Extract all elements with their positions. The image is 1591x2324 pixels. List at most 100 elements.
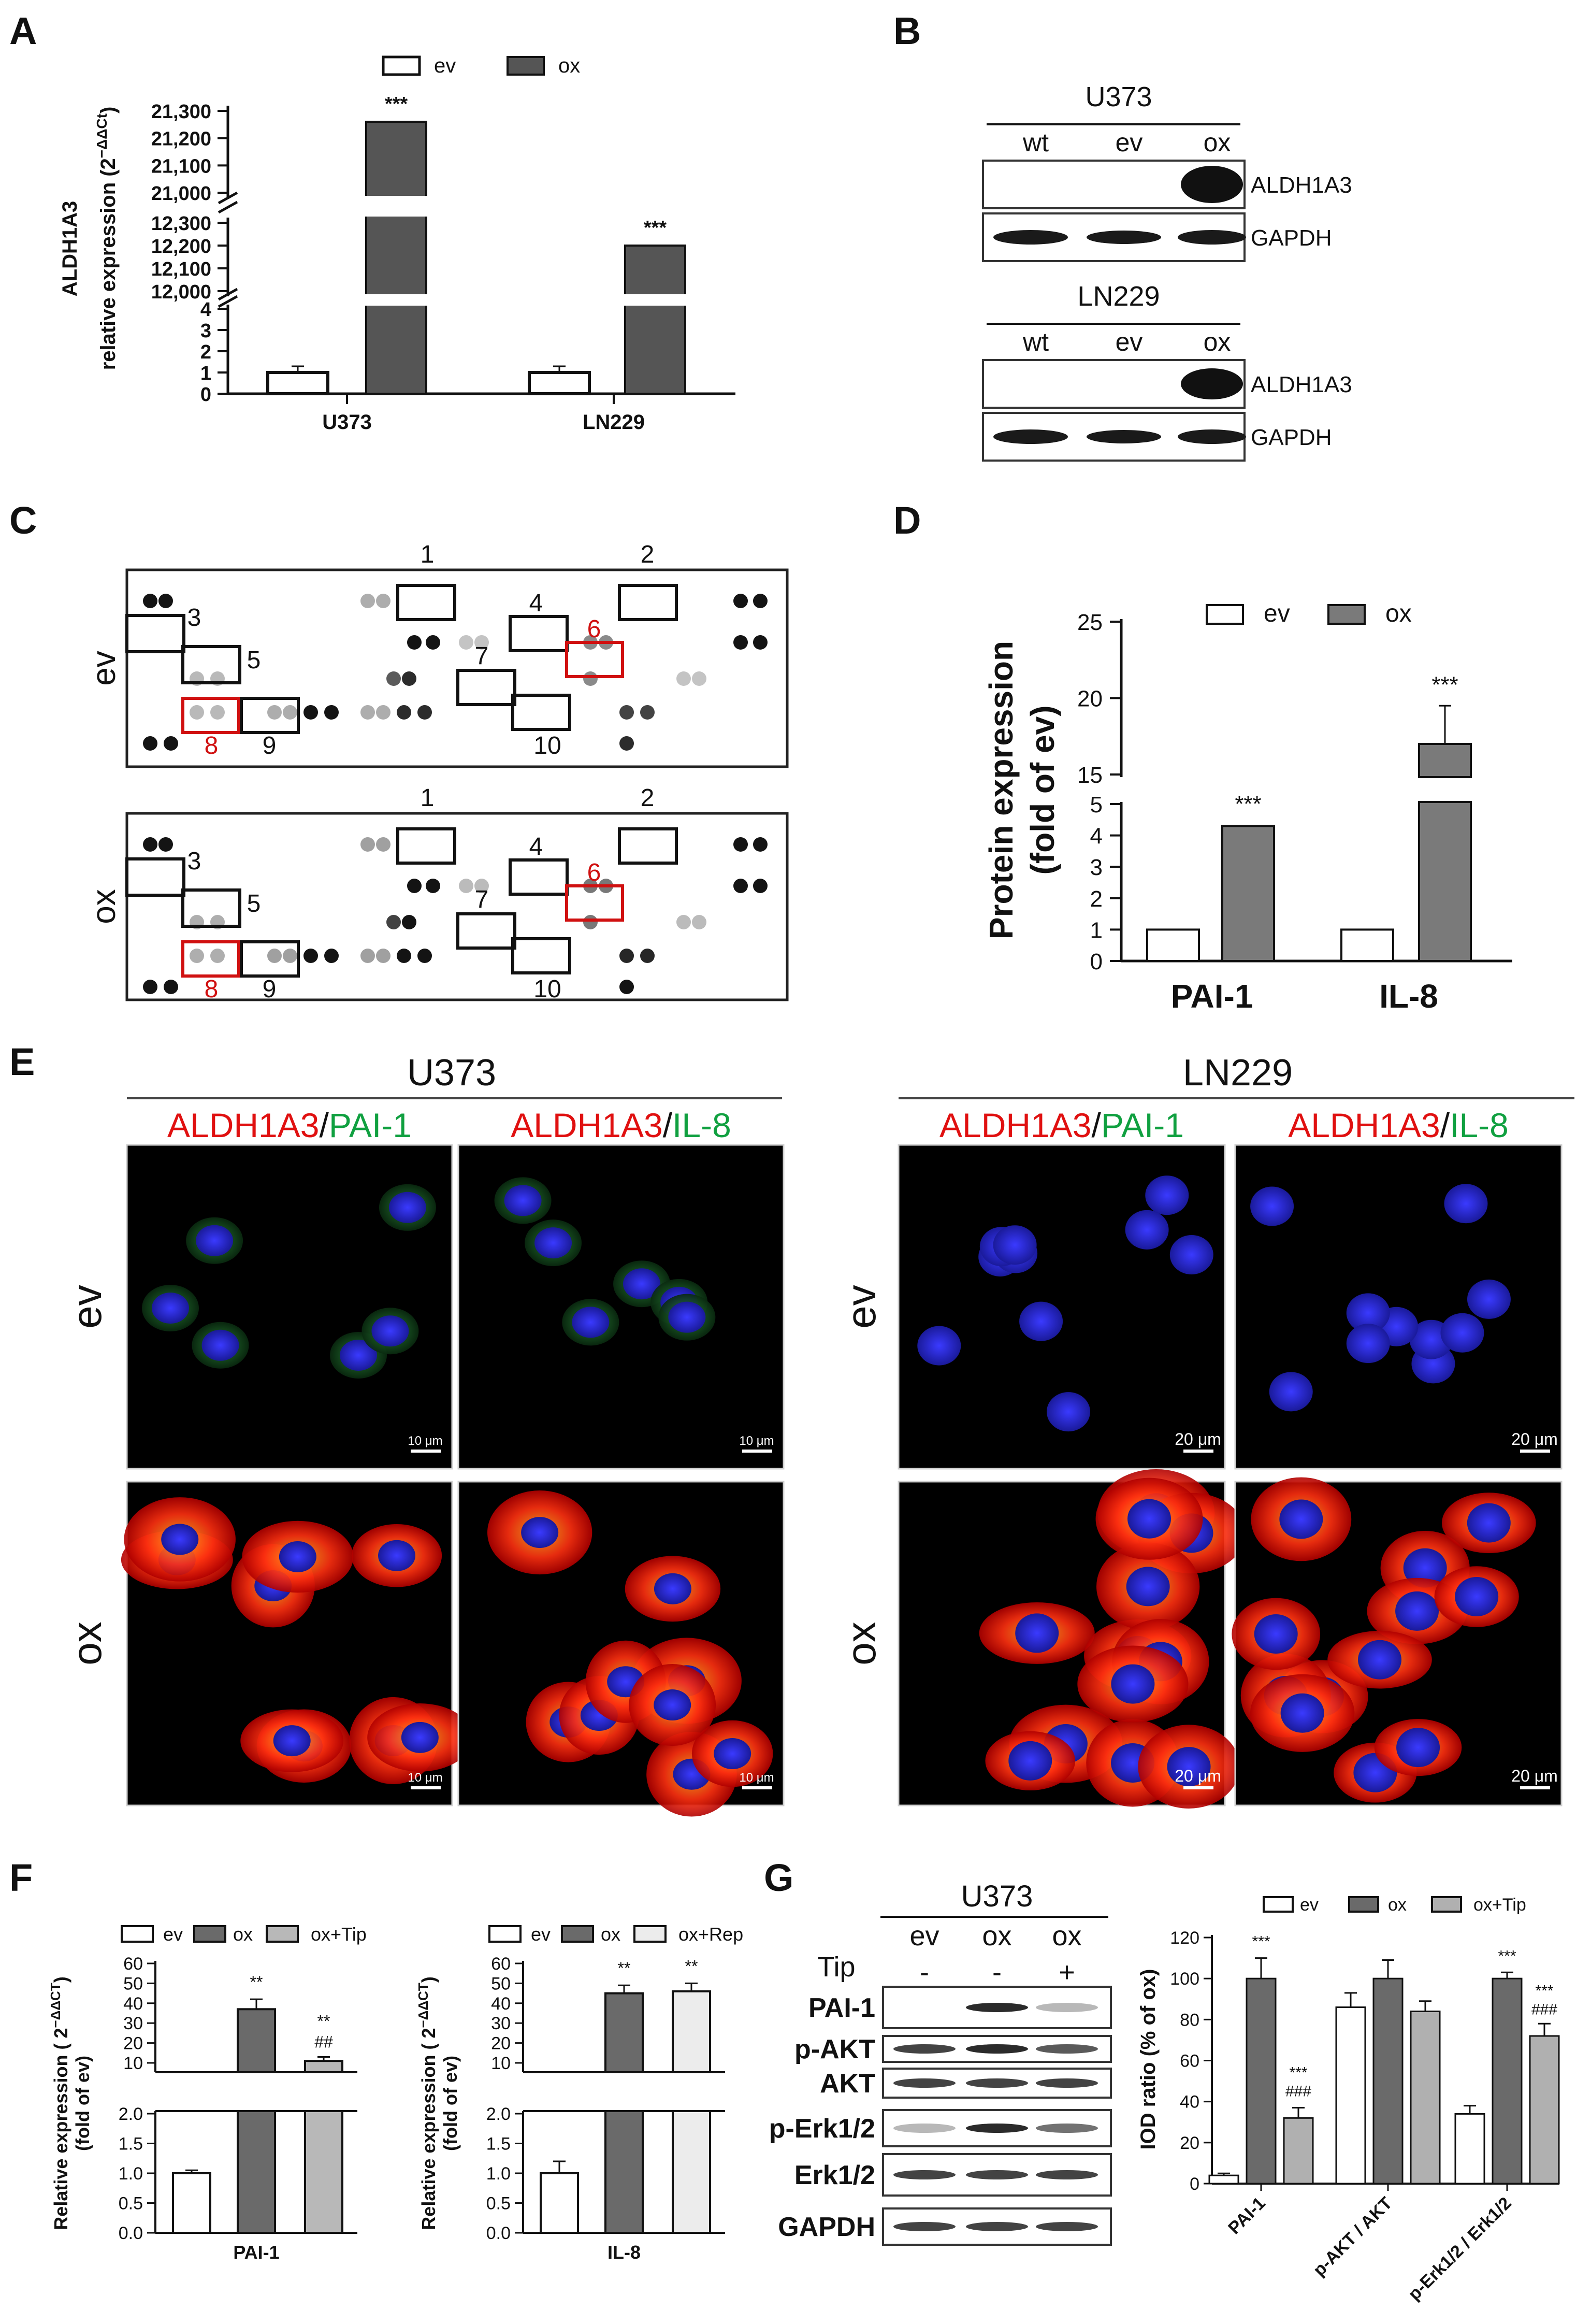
- y-axis-label: (fold of ev): [440, 2056, 461, 2151]
- band: [966, 2003, 1028, 2012]
- bar-ox+Tip: [304, 2060, 343, 2073]
- y-axis-label: relative expression (2−ΔΔCt): [94, 107, 120, 370]
- y-axis-label: Relative expression ( 2−ΔΔCT): [415, 1976, 439, 2230]
- y-tick-label: 4: [200, 299, 211, 321]
- bar-ox: [1372, 1977, 1404, 2185]
- bar-ox: [604, 1992, 644, 2074]
- cell-nucleus: [504, 1185, 542, 1216]
- tip-label: Tip: [817, 1952, 855, 1983]
- array-spot-box-9: [240, 940, 300, 978]
- band: [1178, 230, 1246, 245]
- y-tick-label: 2: [200, 341, 211, 363]
- y-tick-label: 40: [1180, 2092, 1199, 2112]
- bar-ox-low: [237, 2110, 276, 2234]
- scale-bar-label: 10 μm: [739, 1434, 774, 1448]
- x-category-label: LN229: [583, 411, 645, 434]
- array-spot-box-10: [511, 694, 571, 731]
- bar-ox-il-8: [1418, 743, 1472, 778]
- y-tick-label: 3: [200, 320, 211, 342]
- cell-nucleus: [1279, 1499, 1323, 1539]
- band: [966, 2044, 1028, 2054]
- array-dot: [143, 980, 157, 994]
- cell-line-header: U373: [407, 1052, 496, 1094]
- array-dot: [376, 594, 390, 608]
- y-tick-label: 1: [1090, 917, 1103, 943]
- cell-nucleus: [1269, 1372, 1313, 1412]
- array-spot-number: 10: [533, 732, 561, 759]
- band: [893, 2078, 956, 2088]
- significance-label: ###: [1285, 2083, 1311, 2100]
- blot-row-label: GAPDH: [778, 2212, 875, 2242]
- array-dot: [676, 671, 691, 686]
- blot-box: [882, 1986, 1112, 2029]
- cell-nucleus: [1111, 1664, 1155, 1704]
- cell-nucleus: [201, 1329, 239, 1361]
- cell-nucleus: [714, 1738, 751, 1770]
- array-dot: [619, 949, 634, 963]
- array-spot-number: 4: [529, 590, 543, 617]
- blot-row-label: p-AKT: [794, 2034, 875, 2064]
- array-spot-box-5: [181, 888, 241, 928]
- cell-nucleus: [521, 1517, 559, 1548]
- array-row-label: ox: [85, 889, 122, 924]
- y-tick-label: 0: [1190, 2174, 1199, 2194]
- cell-nucleus: [623, 1268, 661, 1300]
- band: [966, 2078, 1028, 2088]
- y-tick-label: 120: [1170, 1928, 1199, 1948]
- band: [966, 2170, 1028, 2179]
- array-dot: [158, 594, 173, 608]
- cell-nucleus: [1396, 1728, 1440, 1768]
- y-tick-label: 1.0: [486, 2164, 511, 2184]
- cell-nucleus: [668, 1301, 706, 1333]
- significance-label: ###: [1531, 2001, 1557, 2018]
- y-tick-label: 21,300: [151, 101, 211, 123]
- panel-letter-c: C: [9, 499, 37, 542]
- scale-bar-label: 10 μm: [408, 1771, 442, 1785]
- band: [1178, 429, 1246, 444]
- array-dot: [733, 837, 748, 852]
- array-dot: [164, 980, 178, 994]
- cell-nucleus: [1047, 1392, 1091, 1432]
- x-category-label: IL-8: [1379, 978, 1438, 1015]
- stain-label: ALDH1A3/IL-8: [1288, 1106, 1509, 1144]
- blot-lane-label: wt: [1022, 327, 1049, 356]
- array-dot: [190, 949, 204, 963]
- blot-row-label: PAI-1: [808, 1993, 875, 2023]
- array-spot-number: 10: [533, 975, 561, 1003]
- y-tick-label: 12,000: [151, 281, 211, 303]
- array-dot: [143, 837, 157, 852]
- cell-nucleus: [1250, 1186, 1294, 1226]
- blot-row-label: AKT: [820, 2069, 875, 2099]
- array-spot-box-7: [456, 669, 516, 706]
- legend-swatch: [193, 1925, 226, 1943]
- bar-break: [623, 294, 687, 306]
- array-spot-box-1: [396, 584, 456, 621]
- y-tick-label: 20: [1180, 2133, 1199, 2153]
- array-dot: [640, 705, 655, 720]
- cell-nucleus: [1145, 1175, 1189, 1215]
- bar-ev: [540, 2172, 579, 2234]
- blot-lane-label: ox: [1204, 327, 1231, 356]
- cell-nucleus: [279, 1541, 316, 1572]
- blot-lane-label: ev: [1116, 327, 1143, 356]
- legend-swatch-ox: [507, 56, 545, 76]
- blot-lane-label: ev: [909, 1920, 939, 1952]
- y-tick-label: 80: [1180, 2010, 1199, 2030]
- array-spot-number: 9: [263, 975, 277, 1003]
- y-axis-label: Relative expression ( 2−ΔΔCT): [48, 1976, 71, 2230]
- y-tick-label: 50: [491, 1974, 511, 1993]
- cell-nucleus: [1395, 1591, 1439, 1631]
- array-spot-number: 2: [641, 541, 655, 568]
- array-dot: [733, 879, 748, 893]
- stain-label: ALDH1A3/PAI-1: [939, 1106, 1184, 1144]
- legend-label: ev: [531, 1924, 551, 1945]
- cell-nucleus: [654, 1689, 691, 1721]
- cell-nucleus: [196, 1225, 234, 1256]
- cell-line-header: LN229: [1183, 1052, 1293, 1094]
- legend-swatch: [1431, 1896, 1462, 1913]
- y-tick-label: 0: [1090, 949, 1103, 974]
- stain-label: ALDH1A3/IL-8: [511, 1106, 731, 1144]
- bar-ox: [1246, 1977, 1277, 2185]
- array-spot-box-8: [181, 697, 240, 734]
